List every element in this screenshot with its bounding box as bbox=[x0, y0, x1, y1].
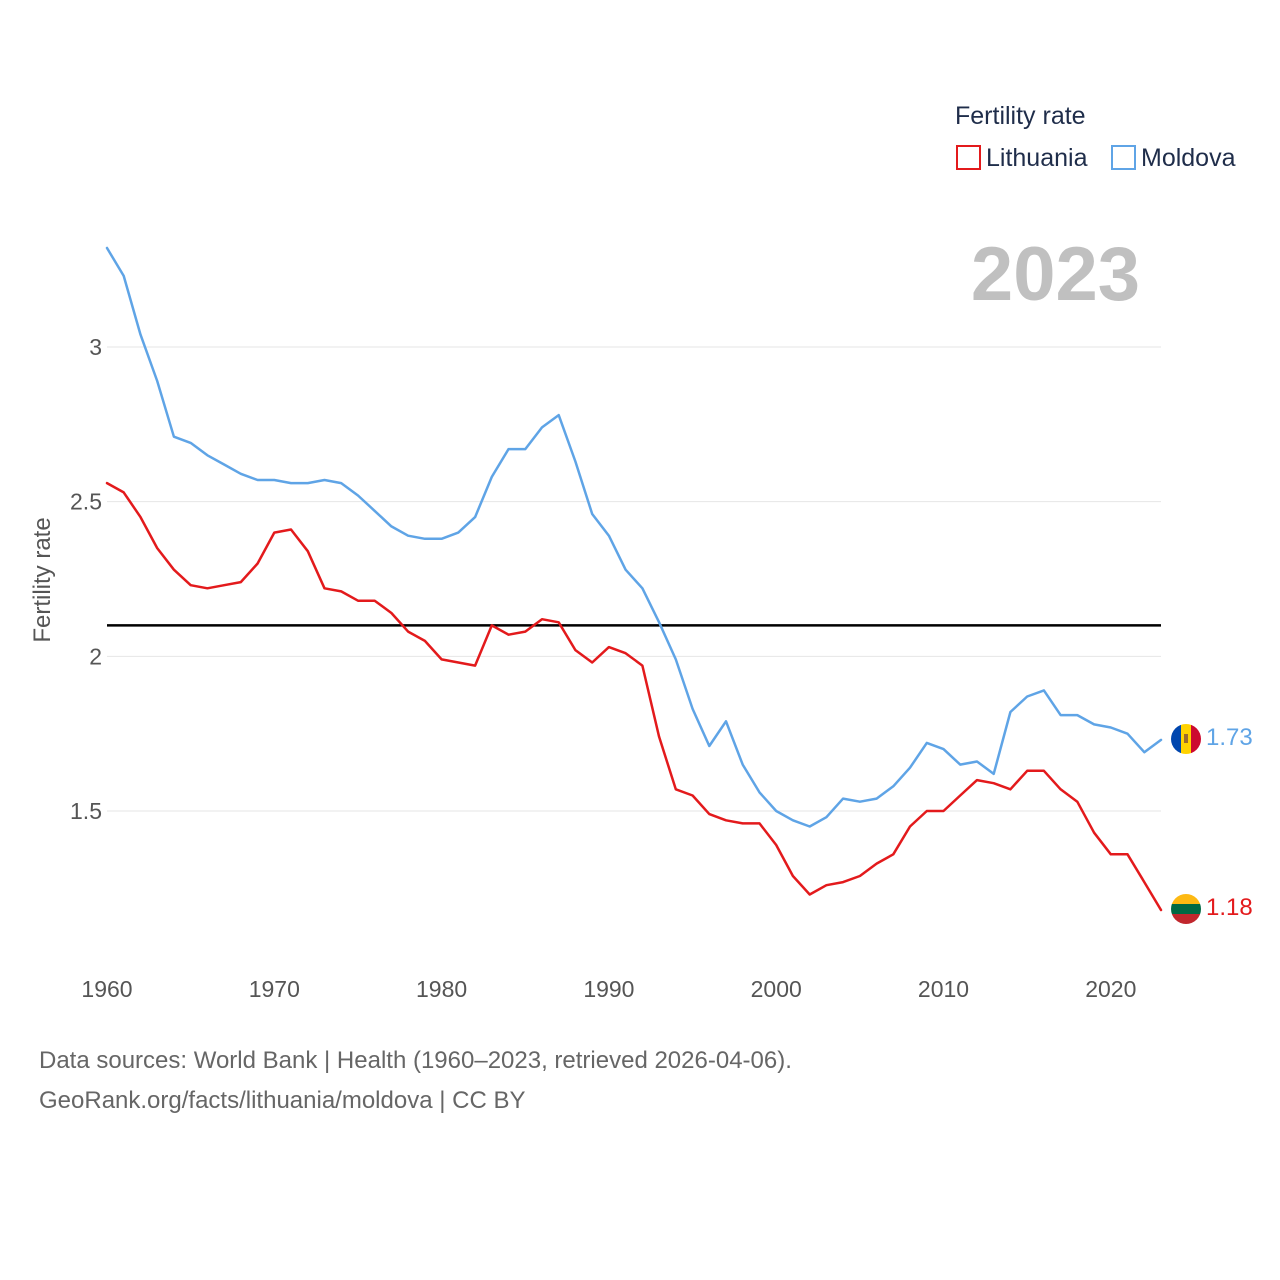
legend-swatch-lithuania bbox=[956, 145, 981, 170]
legend-item-moldova[interactable]: Moldova bbox=[1111, 144, 1236, 172]
y-axis-title: Fertility rate bbox=[29, 517, 56, 642]
year-label: 2023 bbox=[971, 232, 1140, 317]
legend: Fertility rate Lithuania Moldova bbox=[955, 102, 1236, 172]
series-lines bbox=[105, 246, 1163, 912]
legend-swatch-moldova bbox=[1111, 145, 1136, 170]
gridlines bbox=[107, 346, 1161, 812]
x-tick-label: 1970 bbox=[249, 976, 300, 1002]
legend-label-lithuania: Lithuania bbox=[986, 144, 1088, 172]
data-source-text: Data sources: World Bank | Health (1960–… bbox=[39, 1047, 792, 1074]
end-label-lithuania: 1.18 bbox=[1206, 894, 1253, 921]
series-line-moldova bbox=[105, 246, 1163, 828]
x-tick-label: 2020 bbox=[1085, 976, 1136, 1002]
end-label-moldova: 1.73 bbox=[1206, 724, 1253, 751]
lithuania-flag-icon bbox=[1171, 894, 1201, 924]
moldova-flag-icon bbox=[1171, 724, 1201, 754]
y-tick-label: 2 bbox=[89, 643, 102, 669]
y-tick-label: 1.5 bbox=[70, 798, 102, 824]
legend-title: Fertility rate bbox=[955, 102, 1086, 130]
x-tick-label: 1980 bbox=[416, 976, 467, 1002]
y-axis-ticks: 1.5 2 2.5 3 bbox=[70, 334, 102, 824]
series-line-lithuania bbox=[105, 481, 1163, 912]
x-tick-label: 1960 bbox=[81, 976, 132, 1002]
y-tick-label: 2.5 bbox=[70, 489, 102, 515]
y-tick-label: 3 bbox=[89, 334, 102, 360]
x-tick-label: 2000 bbox=[751, 976, 802, 1002]
credit-text: GeoRank.org/facts/lithuania/moldova | CC… bbox=[39, 1087, 525, 1114]
x-tick-label: 2010 bbox=[918, 976, 969, 1002]
legend-label-moldova: Moldova bbox=[1141, 144, 1236, 172]
x-tick-label: 1990 bbox=[583, 976, 634, 1002]
legend-item-lithuania[interactable]: Lithuania bbox=[956, 144, 1088, 172]
x-axis-ticks: 1960 1970 1980 1990 2000 2010 2020 bbox=[81, 976, 1136, 1002]
